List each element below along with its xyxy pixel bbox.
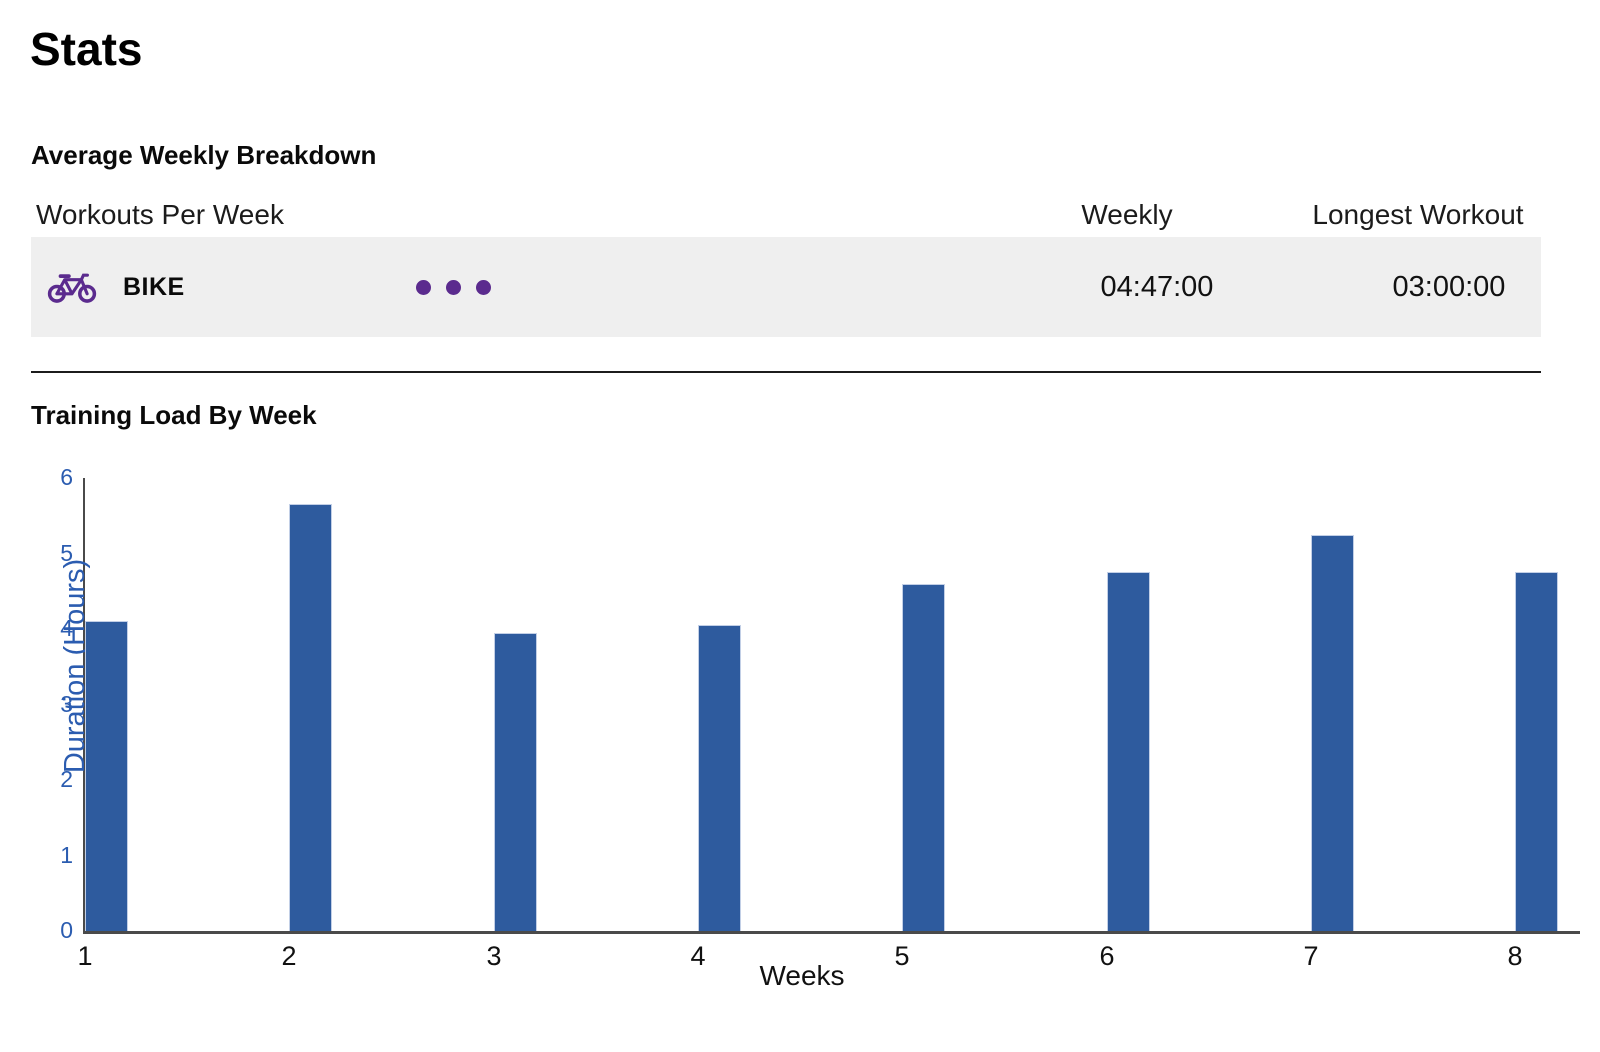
workout-dot — [476, 279, 491, 295]
x-axis-tick-8: 8 — [1507, 941, 1523, 971]
y-axis-tick-0: 0 — [60, 917, 73, 943]
breakdown-section-heading: Average Weekly Breakdown — [31, 140, 377, 170]
bar-week-1 — [85, 621, 128, 931]
y-axis-tick-5: 5 — [60, 539, 73, 566]
y-axis-tick-2: 2 — [60, 766, 73, 792]
weekly-average-value: 04:47:00 — [1100, 270, 1214, 303]
bar-week-3 — [494, 633, 537, 931]
x-axis-tick-4: 4 — [690, 941, 706, 971]
bar-week-5 — [902, 584, 945, 931]
y-axis-tick-1: 1 — [60, 841, 73, 868]
x-axis-tick-1: 1 — [77, 941, 93, 971]
bar-week-6 — [1107, 572, 1150, 931]
x-axis-tick-3: 3 — [486, 941, 502, 971]
column-header-longest-workout: Longest Workout — [1312, 199, 1524, 230]
y-axis-tick-4: 4 — [60, 615, 73, 641]
bar-week-7 — [1311, 535, 1354, 931]
x-axis-tick-2: 2 — [281, 941, 297, 971]
bike-icon — [47, 270, 97, 304]
y-axis-tick-3: 3 — [60, 690, 73, 717]
bar-week-2 — [289, 504, 332, 931]
x-axis-label: Weeks — [759, 960, 845, 991]
activity-name: BIKE — [123, 272, 185, 301]
workout-dot — [416, 279, 431, 295]
section-divider — [31, 371, 1541, 373]
x-axis-tick-5: 5 — [894, 941, 910, 971]
bar-week-4 — [698, 625, 741, 931]
y-axis-tick-6: 6 — [60, 464, 73, 490]
activity-cell: BIKE — [47, 237, 185, 337]
longest-workout-value: 03:00:00 — [1392, 270, 1506, 303]
chart-section-heading: Training Load By Week — [31, 400, 317, 430]
bar-week-8 — [1515, 572, 1558, 931]
workouts-per-week-dots — [416, 237, 491, 337]
x-axis-tick-6: 6 — [1099, 941, 1115, 971]
column-header-workouts-per-week: Workouts Per Week — [36, 199, 284, 230]
table-row-bike[interactable]: BIKE 04:47:00 03:00:00 — [31, 237, 1541, 337]
x-axis-tick-7: 7 — [1303, 941, 1319, 971]
workout-dot — [446, 279, 461, 295]
page-title: Stats — [30, 23, 143, 75]
